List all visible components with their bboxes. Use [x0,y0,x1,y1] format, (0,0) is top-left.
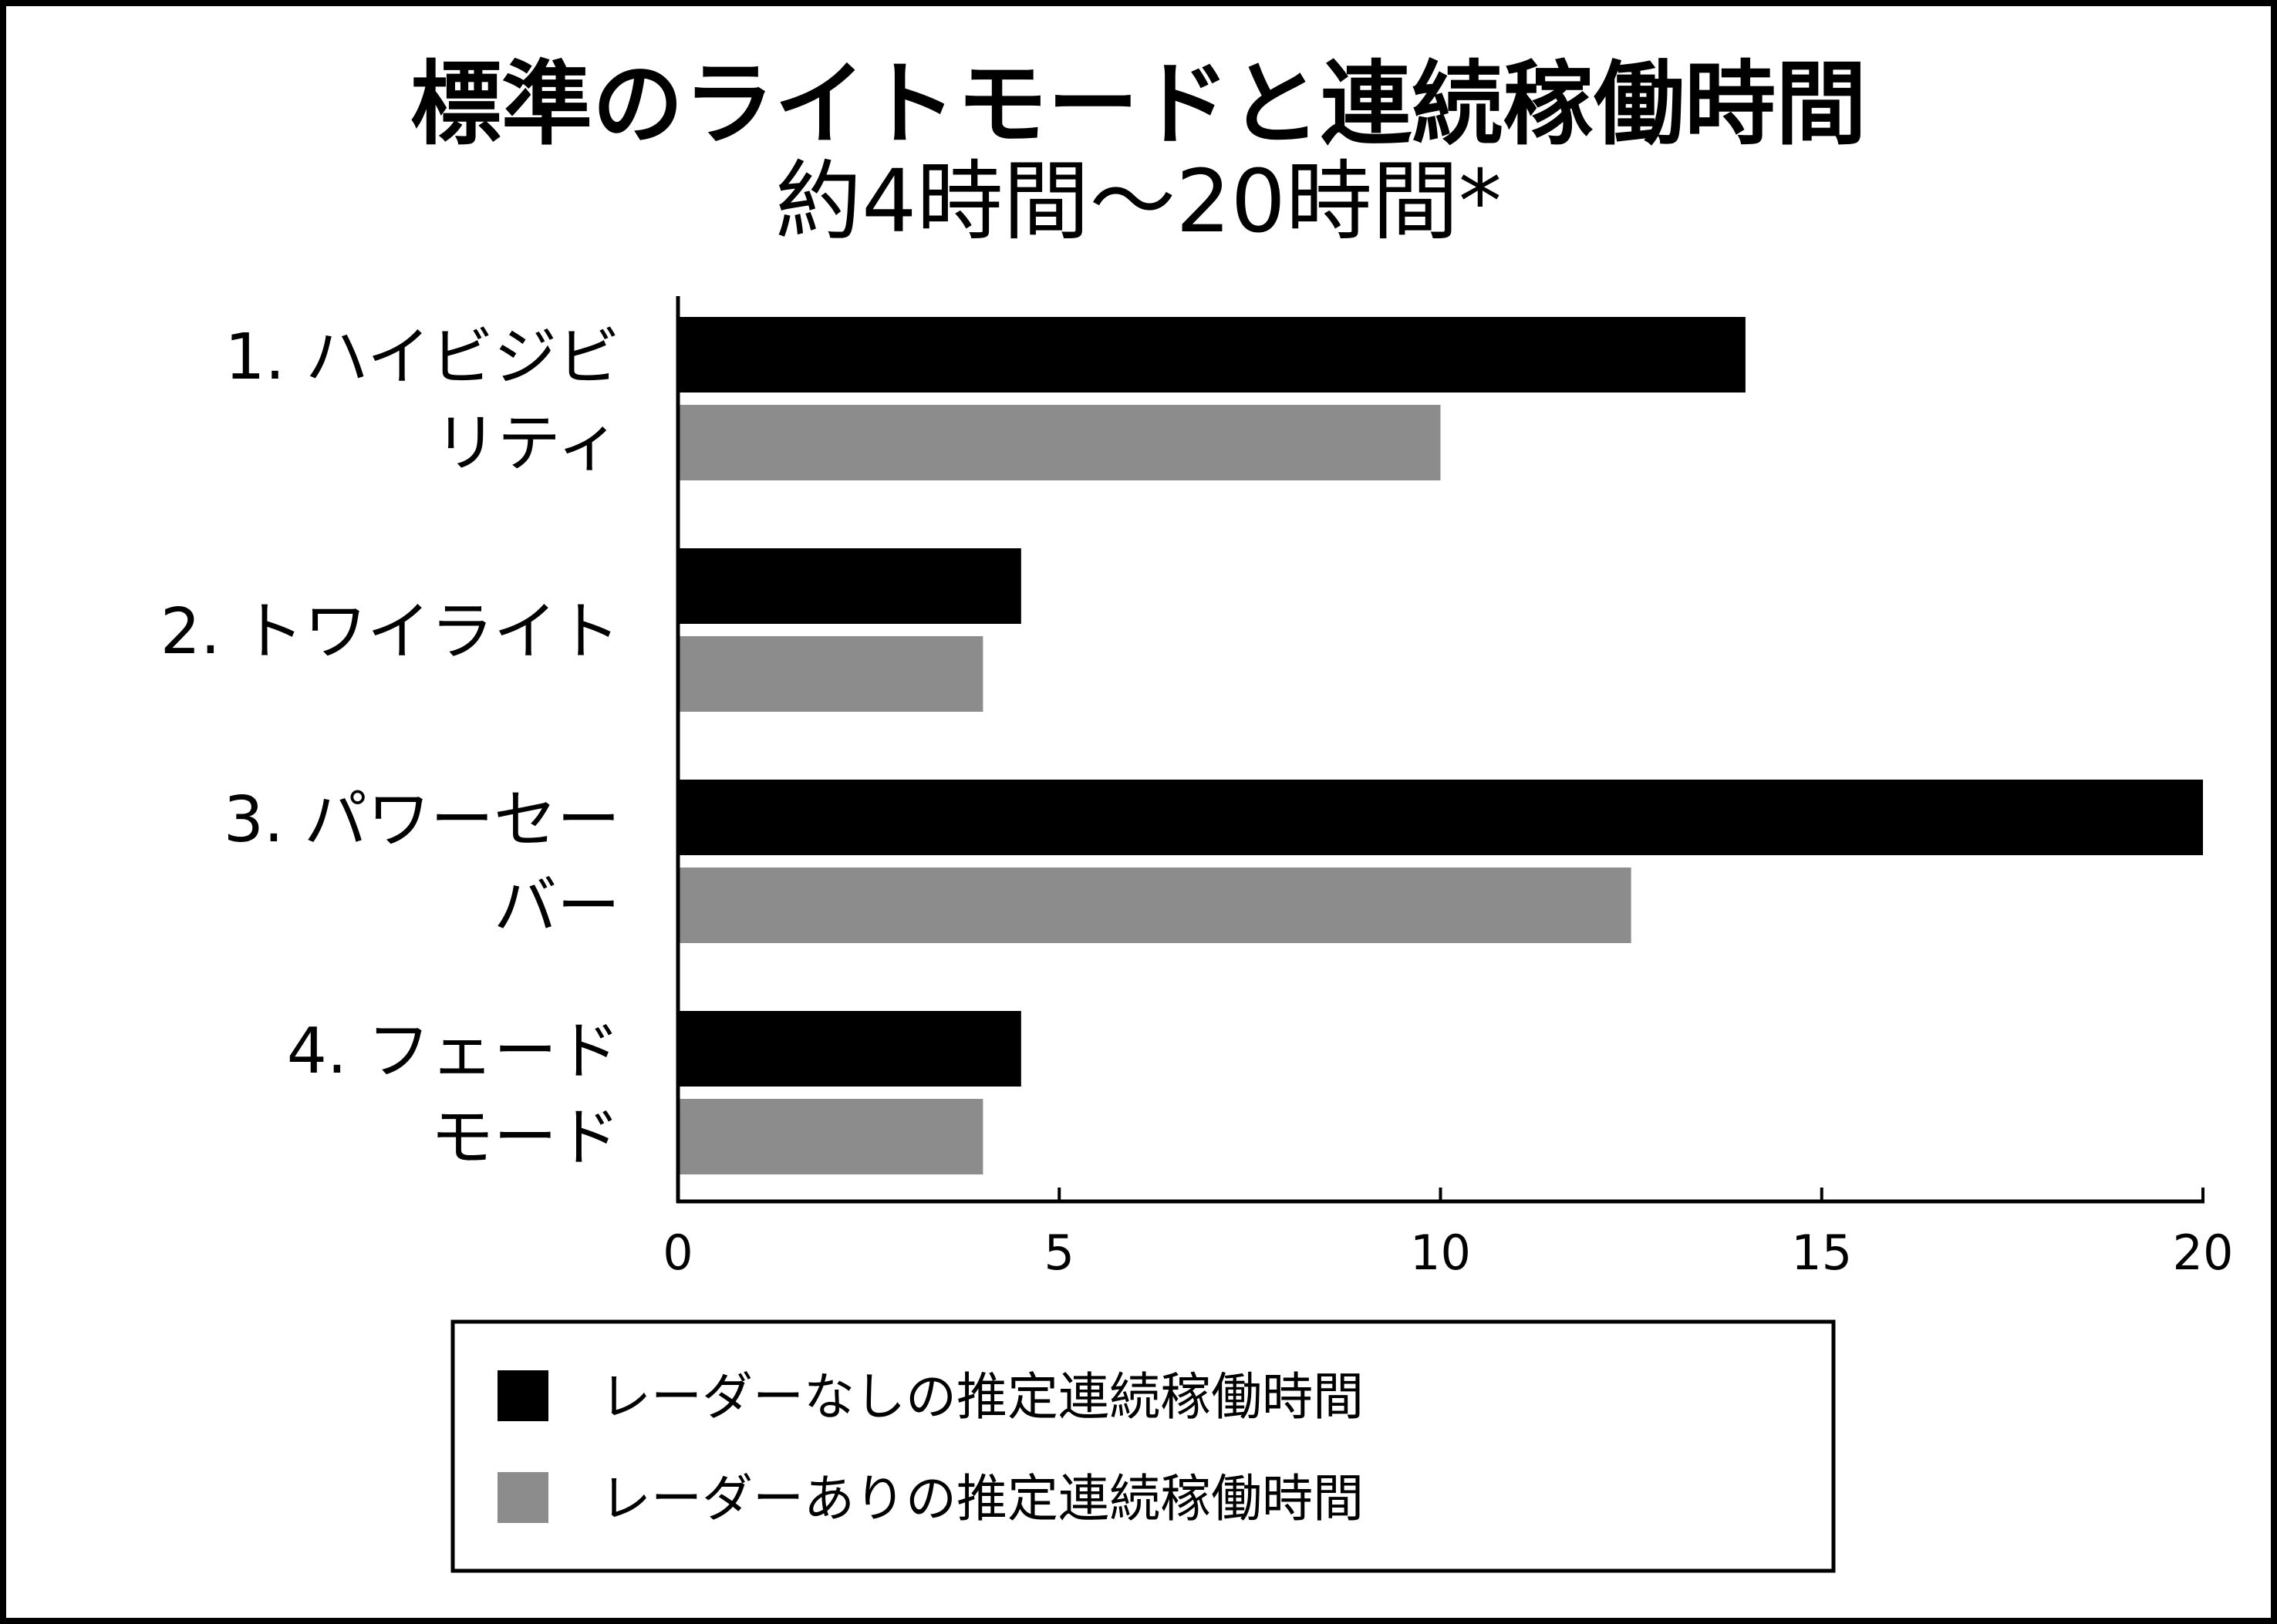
x-tick-label-5: 5 [1044,1225,1074,1281]
x-tick-label-20: 20 [2173,1225,2234,1281]
x-axis-ticks: 0 5 10 15 20 [663,1188,2233,1281]
bars-group [678,317,2203,1174]
category-label-1-line-2: リティ [434,407,620,480]
x-tick-label-0: 0 [663,1225,693,1281]
category-label-3-line-2: バー [494,870,620,943]
category-label-2-line-1: 2. トワイライト [160,595,620,669]
legend-swatch-without-radar [498,1370,548,1421]
bar-without-radar-cat-3 [678,780,2203,855]
chart-subtitle: 約4時間〜20時間* [775,152,1502,252]
category-label-1-line-1: 1. ハイビジビ [224,321,620,394]
bar-with-radar-cat-2 [678,636,983,712]
bar-with-radar-cat-4 [678,1099,983,1174]
bar-without-radar-cat-2 [678,548,1021,624]
x-tick-label-15: 15 [1791,1225,1852,1281]
bar-without-radar-cat-4 [678,1011,1021,1087]
legend-box [450,1319,1836,1573]
category-label-4-line-1: 4. フェード [287,1015,620,1088]
bar-with-radar-cat-3 [678,868,1631,943]
x-tick-label-10: 10 [1410,1225,1471,1281]
bar-without-radar-cat-1 [678,317,1746,393]
legend-swatch-with-radar [498,1472,548,1523]
bar-with-radar-cat-1 [678,405,1441,480]
legend: レーダーなしの推定連続稼働時間 レーダーありの推定連続稼働時間 [450,1319,1836,1573]
legend-label-without-radar: レーダーなしの推定連続稼働時間 [600,1367,1364,1427]
category-label-4-line-2: モード [430,1101,620,1174]
chart-title: 標準のライトモードと連続稼働時間 [410,51,1867,157]
legend-label-with-radar: レーダーありの推定連続稼働時間 [600,1469,1364,1528]
category-label-3-line-1: 3. パワーセー [224,783,620,857]
